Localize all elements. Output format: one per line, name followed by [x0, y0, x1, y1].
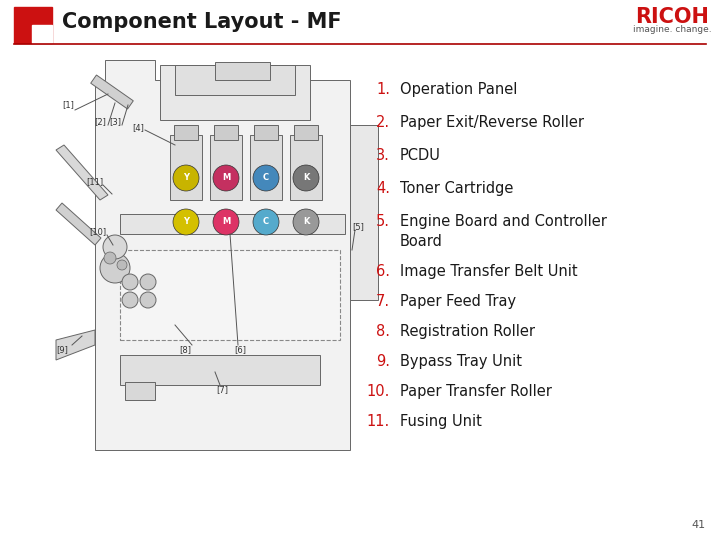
Bar	[170, 135, 202, 200]
Circle shape	[253, 165, 279, 191]
Text: C: C	[263, 218, 269, 226]
Text: 3.: 3.	[376, 148, 390, 163]
Circle shape	[173, 165, 199, 191]
Text: 9.: 9.	[376, 354, 390, 369]
Circle shape	[104, 252, 116, 264]
Circle shape	[117, 260, 127, 270]
Text: Y: Y	[183, 173, 189, 183]
Bar	[215, 62, 270, 80]
Text: Paper Feed Tray: Paper Feed Tray	[400, 294, 516, 309]
Bar	[125, 382, 155, 400]
Text: Paper Exit/Reverse Roller: Paper Exit/Reverse Roller	[400, 115, 584, 130]
Text: 5.: 5.	[376, 214, 390, 229]
Circle shape	[122, 274, 138, 290]
Text: K: K	[303, 218, 309, 226]
Text: Component Layout - MF: Component Layout - MF	[62, 12, 341, 32]
Bar	[290, 135, 322, 200]
Text: Operation Panel: Operation Panel	[400, 82, 518, 97]
Circle shape	[100, 253, 130, 283]
Text: Engine Board and Controller
Board: Engine Board and Controller Board	[400, 214, 607, 249]
Bar	[294, 125, 318, 140]
Circle shape	[293, 209, 319, 235]
Polygon shape	[95, 60, 350, 450]
Text: Image Transfer Belt Unit: Image Transfer Belt Unit	[400, 264, 577, 279]
Bar	[254, 125, 278, 140]
Bar	[250, 135, 282, 200]
Circle shape	[122, 292, 138, 308]
Bar	[120, 355, 320, 385]
Circle shape	[213, 165, 239, 191]
Text: [10]: [10]	[89, 227, 107, 237]
Text: [8]: [8]	[179, 346, 191, 354]
Circle shape	[103, 235, 127, 259]
Text: 11.: 11.	[366, 414, 390, 429]
Text: [6]: [6]	[234, 346, 246, 354]
Text: 8.: 8.	[376, 324, 390, 339]
Text: PCDU: PCDU	[400, 148, 441, 163]
Bar	[175, 65, 295, 95]
Text: [3]: [3]	[109, 118, 121, 126]
Text: 1.: 1.	[376, 82, 390, 97]
Text: 4.: 4.	[376, 181, 390, 196]
Bar	[214, 125, 238, 140]
Text: Fusing Unit: Fusing Unit	[400, 414, 482, 429]
Circle shape	[213, 209, 239, 235]
Text: [5]: [5]	[352, 222, 364, 232]
Text: Paper Transfer Roller: Paper Transfer Roller	[400, 384, 552, 399]
Circle shape	[293, 165, 319, 191]
Circle shape	[253, 209, 279, 235]
Bar	[14, 7, 52, 43]
Text: RICOH: RICOH	[635, 7, 709, 27]
Text: [4]: [4]	[132, 124, 144, 132]
Circle shape	[140, 292, 156, 308]
Bar	[160, 65, 310, 120]
Text: C: C	[263, 173, 269, 183]
Text: [9]: [9]	[56, 346, 68, 354]
Bar	[120, 250, 340, 340]
Bar	[32, 25, 52, 43]
Text: [1]: [1]	[62, 100, 74, 110]
Text: [7]: [7]	[216, 386, 228, 395]
Text: Bypass Tray Unit: Bypass Tray Unit	[400, 354, 522, 369]
Bar	[120, 214, 345, 234]
Circle shape	[173, 209, 199, 235]
Bar	[350, 125, 378, 300]
Polygon shape	[91, 75, 133, 109]
Text: Y: Y	[183, 218, 189, 226]
Text: 10.: 10.	[366, 384, 390, 399]
Text: Toner Cartridge: Toner Cartridge	[400, 181, 513, 196]
Text: 41: 41	[692, 520, 706, 530]
Polygon shape	[56, 330, 95, 360]
Text: 7.: 7.	[376, 294, 390, 309]
Text: K: K	[303, 173, 309, 183]
Bar	[174, 125, 198, 140]
Text: [11]: [11]	[86, 178, 104, 186]
Text: Registration Roller: Registration Roller	[400, 324, 535, 339]
Text: 6.: 6.	[376, 264, 390, 279]
Bar	[210, 135, 242, 200]
Text: imagine. change.: imagine. change.	[633, 24, 711, 33]
Polygon shape	[56, 145, 108, 200]
Text: M: M	[222, 218, 230, 226]
Polygon shape	[56, 203, 101, 245]
Circle shape	[140, 274, 156, 290]
Text: M: M	[222, 173, 230, 183]
Text: [2]: [2]	[94, 118, 106, 126]
Text: 2.: 2.	[376, 115, 390, 130]
